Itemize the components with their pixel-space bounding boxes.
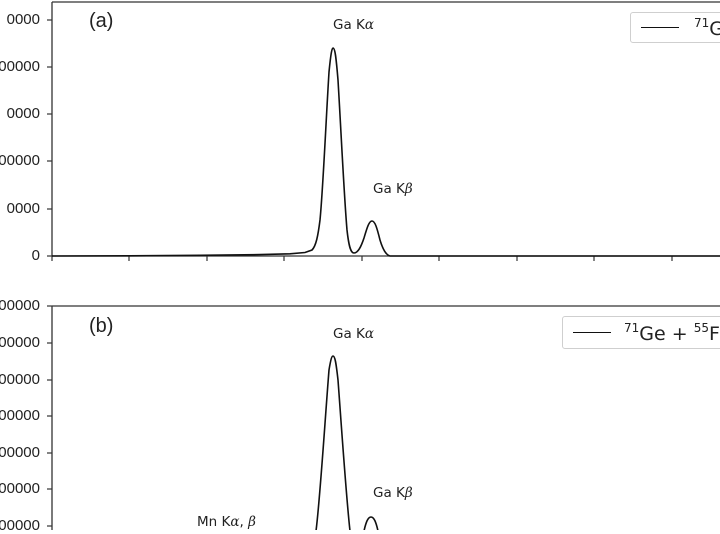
peak-label-ga-kalpha: Ga Kα [333,326,375,342]
panel-a-ytick-label: 00000 [0,153,40,169]
legend-line-swatch [641,27,679,28]
panel-a-ytick-label: 0000 [6,201,40,217]
panel-a-label: (a) [89,10,114,32]
panel-b-y-ticks [47,305,52,527]
panel-a-plot [47,1,720,261]
panel-b-ytick-label: 00000 [0,408,40,424]
panel-a-y-ticks [47,19,52,257]
panel-b-plot [47,305,720,530]
peak-label-ga-kalpha: Ga Kα [333,17,375,33]
panel-b-ytick-label: 00000 [0,335,40,351]
panel-b-legend: 71Ge + 55F [562,316,720,349]
panel-b-label: (b) [89,315,114,337]
legend-entry-71ge-55fe: 71Ge + 55F [624,321,720,345]
panel-b: 00000 00000 00000 00000 00000 00000 0000… [0,290,720,534]
panel-a-ytick-label: 00000 [0,59,40,75]
panel-a-ytick-label: 0000 [6,106,40,122]
legend-line-swatch [573,332,611,333]
panel-a-legend: 71G [630,12,720,43]
peak-label-ga-kbeta: Ga Kβ [373,181,413,197]
panel-b-spectrum-line-kbeta [363,516,379,530]
panel-b-ytick-label: 00000 [0,445,40,461]
panel-b-spectrum-line [315,355,351,530]
panel-b-ytick-label: 00000 [0,372,40,388]
peak-label-ga-kbeta: Ga Kβ [373,485,413,501]
legend-entry-71ge: 71G [694,16,720,40]
panel-b-ytick-label: 00000 [0,298,40,314]
panel-a: 0000 00000 0000 00000 0000 0 (a) Ga Kα G… [0,1,720,264]
panel-a-spectrum-line [51,47,720,257]
panel-a-ytick-label: 0000 [6,12,40,28]
peak-label-mn-kalpha-beta: Mn Kα, β [197,514,256,530]
panel-b-ytick-label: 00000 [0,518,40,534]
panel-a-x-ticks [51,256,673,261]
panel-a-ytick-label: 0 [31,248,40,264]
panel-b-ytick-label: 00000 [0,481,40,497]
